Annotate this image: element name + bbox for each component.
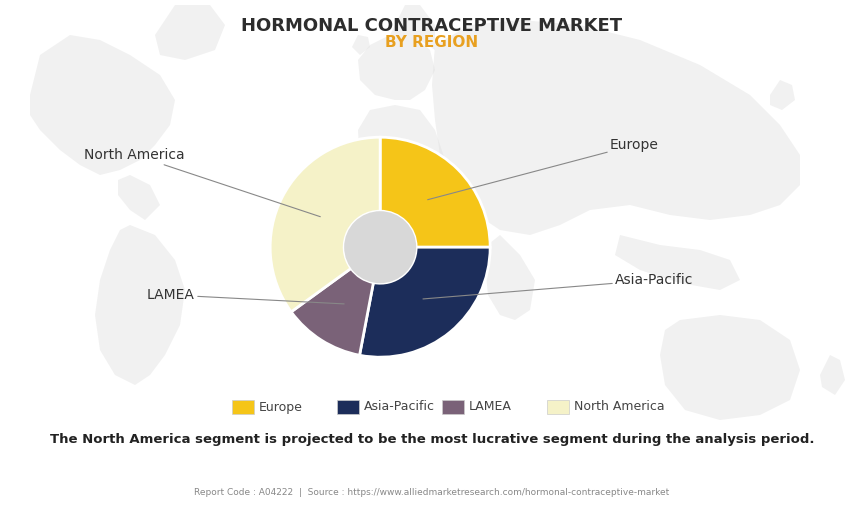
Text: Europe: Europe	[259, 401, 303, 414]
Polygon shape	[390, 5, 435, 50]
Polygon shape	[30, 35, 175, 175]
Wedge shape	[359, 247, 490, 357]
Text: LAMEA: LAMEA	[469, 401, 511, 414]
FancyBboxPatch shape	[442, 400, 464, 414]
FancyBboxPatch shape	[232, 400, 254, 414]
Polygon shape	[95, 225, 185, 385]
Wedge shape	[270, 137, 380, 312]
Polygon shape	[820, 355, 845, 395]
Text: BY REGION: BY REGION	[385, 35, 479, 50]
Polygon shape	[770, 80, 795, 110]
Text: North America: North America	[574, 401, 664, 414]
Polygon shape	[118, 175, 160, 220]
Polygon shape	[660, 315, 800, 420]
Text: Asia-Pacific: Asia-Pacific	[364, 401, 435, 414]
Polygon shape	[485, 235, 535, 320]
Text: Report Code : A04222  |  Source : https://www.alliedmarketresearch.com/hormonal-: Report Code : A04222 | Source : https://…	[194, 488, 670, 497]
Polygon shape	[155, 5, 225, 60]
FancyBboxPatch shape	[337, 400, 359, 414]
Text: HORMONAL CONTRACEPTIVE MARKET: HORMONAL CONTRACEPTIVE MARKET	[241, 17, 623, 35]
Polygon shape	[432, 20, 800, 235]
Polygon shape	[615, 235, 740, 290]
Polygon shape	[358, 105, 445, 280]
Wedge shape	[291, 268, 373, 355]
Wedge shape	[380, 137, 490, 247]
Text: The North America segment is projected to be the most lucrative segment during t: The North America segment is projected t…	[50, 433, 814, 446]
Text: Europe: Europe	[428, 138, 659, 200]
Polygon shape	[358, 35, 435, 100]
Text: Asia-Pacific: Asia-Pacific	[423, 273, 694, 299]
Polygon shape	[352, 35, 370, 55]
Circle shape	[344, 211, 416, 283]
FancyBboxPatch shape	[547, 400, 569, 414]
Text: North America: North America	[85, 148, 321, 217]
Text: LAMEA: LAMEA	[147, 288, 344, 304]
